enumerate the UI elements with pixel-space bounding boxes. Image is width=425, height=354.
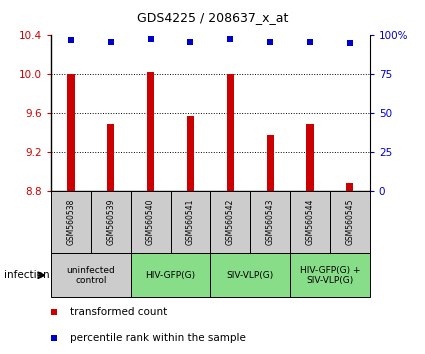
Bar xyxy=(346,183,354,191)
Bar xyxy=(170,191,210,253)
Text: uninfected
control: uninfected control xyxy=(66,266,115,285)
Text: GSM560544: GSM560544 xyxy=(306,199,314,245)
Bar xyxy=(131,253,210,297)
Bar xyxy=(330,191,370,253)
Bar xyxy=(210,191,250,253)
Bar xyxy=(290,253,370,297)
Text: percentile rank within the sample: percentile rank within the sample xyxy=(70,333,246,343)
Bar xyxy=(51,191,91,253)
Text: HIV-GFP(G) +
SIV-VLP(G): HIV-GFP(G) + SIV-VLP(G) xyxy=(300,266,360,285)
Text: HIV-GFP(G): HIV-GFP(G) xyxy=(145,271,196,280)
Bar xyxy=(227,74,234,191)
Text: GSM560541: GSM560541 xyxy=(186,199,195,245)
Bar xyxy=(210,253,290,297)
Bar xyxy=(91,191,131,253)
Text: SIV-VLP(G): SIV-VLP(G) xyxy=(227,271,274,280)
Bar xyxy=(147,73,154,191)
Text: GSM560545: GSM560545 xyxy=(346,199,354,245)
Text: transformed count: transformed count xyxy=(70,307,167,318)
Text: GSM560543: GSM560543 xyxy=(266,199,275,245)
Text: GSM560540: GSM560540 xyxy=(146,199,155,245)
Bar xyxy=(107,124,114,191)
Bar xyxy=(250,191,290,253)
Bar xyxy=(131,191,170,253)
Bar xyxy=(306,124,314,191)
Bar xyxy=(67,74,74,191)
Text: GSM560538: GSM560538 xyxy=(66,199,75,245)
Bar xyxy=(290,191,330,253)
Text: infection: infection xyxy=(4,270,50,280)
Text: GSM560542: GSM560542 xyxy=(226,199,235,245)
Text: GDS4225 / 208637_x_at: GDS4225 / 208637_x_at xyxy=(137,11,288,24)
Bar xyxy=(187,116,194,191)
Bar xyxy=(266,135,274,191)
Bar xyxy=(51,253,131,297)
Text: GSM560539: GSM560539 xyxy=(106,199,115,245)
